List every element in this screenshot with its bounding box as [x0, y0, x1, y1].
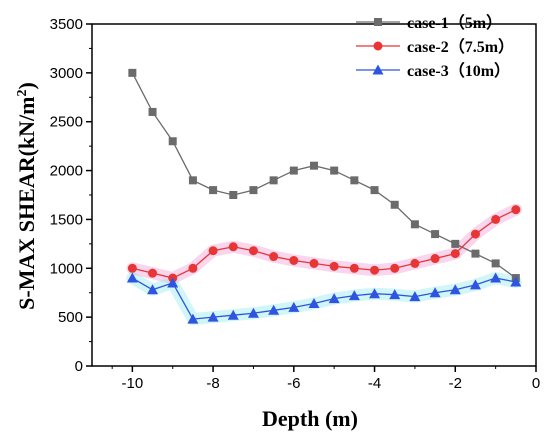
series-1-point	[148, 107, 157, 116]
series-2-point	[269, 252, 279, 262]
y-axis-title-superscript: 2	[15, 90, 30, 97]
y-tick-label: 500	[58, 309, 83, 326]
x-tick-label: -4	[368, 375, 381, 392]
series-1-point	[431, 230, 440, 239]
legend-label-3: case-3（10m）	[407, 62, 510, 80]
legend-marker-2	[373, 41, 383, 51]
series-1-point	[370, 186, 379, 195]
series-1-point	[209, 186, 218, 195]
legend-label-2: case-2（7.5m）	[407, 38, 514, 56]
series-3-point	[449, 284, 461, 295]
series-2-point	[289, 255, 299, 265]
series-3-point	[409, 291, 421, 302]
x-tick-label: 0	[532, 375, 540, 392]
y-tick-label: 1000	[50, 260, 83, 277]
series-3-point	[227, 309, 239, 320]
legend-label-1: case-1（5m）	[407, 14, 502, 32]
series-2-point	[430, 254, 440, 264]
series-2-point	[208, 246, 218, 256]
series-3-point	[187, 313, 199, 324]
legend: case-1（5m） case-2（7.5m） case-3（10m）	[356, 14, 514, 80]
series-1-point	[249, 186, 258, 195]
series-1-point	[471, 249, 480, 258]
series-2-point	[248, 246, 258, 256]
series-1-point	[229, 191, 238, 199]
series-3-point	[348, 290, 360, 301]
series-2-point	[370, 265, 380, 275]
series-2-point	[511, 205, 521, 215]
series-2-point	[228, 242, 238, 252]
series-3-point	[490, 272, 502, 283]
series-2-point	[491, 214, 501, 224]
series-3-point	[429, 287, 441, 298]
series-2-point	[329, 261, 339, 271]
series-3-point	[369, 288, 381, 299]
series-3-point	[147, 284, 159, 295]
series-2-point	[410, 258, 420, 268]
legend-marker-1	[374, 18, 382, 26]
y-axis-title-close: )	[14, 82, 39, 89]
series-3-point	[126, 272, 138, 283]
series-2-point	[349, 263, 359, 273]
series-2-point	[470, 229, 480, 239]
series-2-point	[390, 263, 400, 273]
x-tick-label: -2	[449, 375, 462, 392]
x-axis-title: Depth (m)	[262, 406, 358, 431]
series-3-point	[268, 304, 280, 315]
y-tick-label: 3000	[50, 65, 83, 82]
series-1-point	[310, 161, 318, 170]
series-2-point	[188, 263, 198, 273]
series-3-point	[469, 279, 481, 290]
y-axis-title: S-MAX SHEAR(kN/m2)	[14, 82, 39, 310]
axes-layer: -10 -8 -6 -4 -2 0 0 500 1000 1500 2000 2500 3000 3500	[50, 16, 541, 392]
y-tick-label: 2500	[50, 114, 83, 131]
series-2-point	[450, 249, 460, 259]
series-3-point	[207, 311, 219, 322]
series-1-point	[128, 68, 137, 77]
x-tick-label: -10	[122, 375, 144, 392]
series-1-point	[491, 259, 500, 268]
series-2-point	[148, 268, 158, 278]
series-1-point	[188, 176, 197, 185]
series-1-point	[330, 166, 339, 175]
y-tick-label: 0	[75, 358, 83, 375]
y-tick-label: 2000	[50, 163, 83, 180]
series-3-point	[247, 307, 259, 318]
series-3-point	[328, 293, 340, 304]
x-tick-label: -8	[206, 375, 219, 392]
series-layer	[126, 68, 522, 324]
series-3-point	[389, 289, 401, 300]
series-3-point	[510, 276, 522, 287]
series-1-point	[168, 137, 177, 146]
series-3-line	[132, 277, 516, 320]
x-tick-label: -6	[287, 375, 300, 392]
series-3-point	[167, 277, 179, 288]
y-axis-title-main: S-MAX SHEAR(kN/m	[14, 97, 39, 310]
y-tick-label: 3500	[50, 16, 83, 33]
series-3-point	[308, 297, 320, 308]
y-tick-label: 1500	[50, 211, 83, 228]
series-1-point	[451, 239, 460, 248]
legend-marker-3	[372, 64, 384, 75]
series-1-point	[350, 176, 359, 185]
series-2-point	[127, 263, 137, 273]
series-1-point	[289, 166, 298, 175]
series-1-point	[410, 220, 419, 229]
series-1-point	[269, 176, 278, 185]
series-2-point	[309, 258, 319, 268]
series-1-point	[390, 200, 399, 209]
series-3-point	[288, 301, 300, 312]
